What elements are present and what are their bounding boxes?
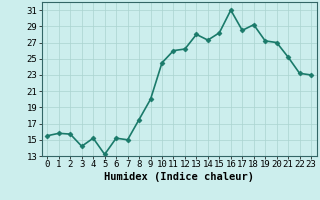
X-axis label: Humidex (Indice chaleur): Humidex (Indice chaleur)	[104, 172, 254, 182]
